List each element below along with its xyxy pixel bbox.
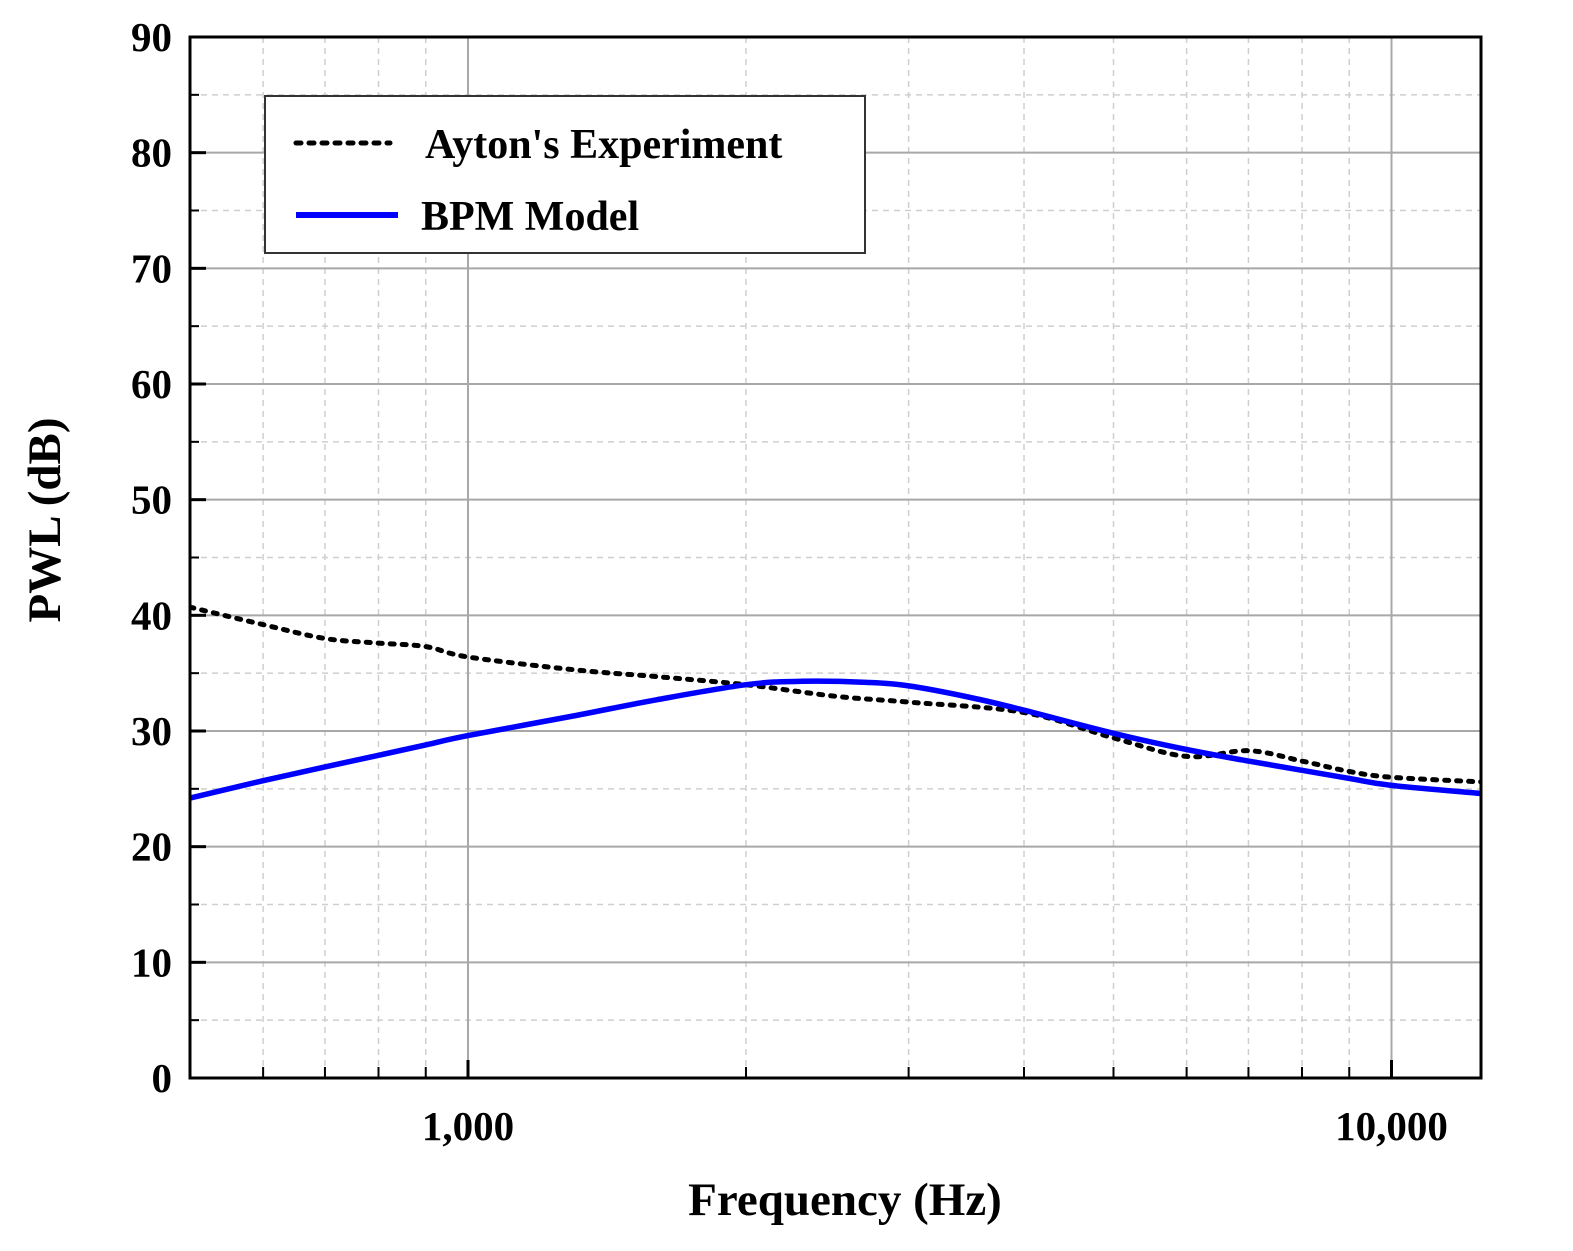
series-bpm-model-line <box>190 678 1481 801</box>
series-ayton-experiment-line <box>190 604 1481 785</box>
major-grid <box>190 37 1481 1078</box>
y-tick-label: 40 <box>131 592 172 638</box>
y-tick-label: 60 <box>131 361 172 407</box>
y-tick-label: 30 <box>131 708 172 754</box>
legend-label-ayton: Ayton's Experiment <box>425 122 782 168</box>
x-tick-label: 1,000 <box>422 1103 514 1149</box>
x-tick-label: 10,000 <box>1335 1103 1448 1149</box>
y-tick-label: 50 <box>131 477 172 523</box>
minor-grid <box>190 37 1481 1078</box>
axis-tick-labels: 0 10 20 30 40 50 60 70 80 90 1,000 10,000 <box>131 14 1448 1149</box>
series-layer <box>190 604 1481 801</box>
y-tick-label: 20 <box>131 824 172 870</box>
x-axis-title: Frequency (Hz) <box>688 1174 1002 1226</box>
y-axis-title: PWL (dB) <box>19 417 71 622</box>
y-tick-label: 80 <box>131 130 172 176</box>
legend-box <box>264 95 866 254</box>
legend: Ayton's Experiment BPM Model <box>264 95 866 254</box>
legend-label-bpm: BPM Model <box>421 194 639 240</box>
y-tick-label: 70 <box>131 245 172 291</box>
y-tick-label: 10 <box>131 939 172 985</box>
y-tick-label: 0 <box>152 1055 173 1101</box>
y-tick-label: 90 <box>131 14 172 60</box>
axis-ticks <box>190 35 1394 1080</box>
